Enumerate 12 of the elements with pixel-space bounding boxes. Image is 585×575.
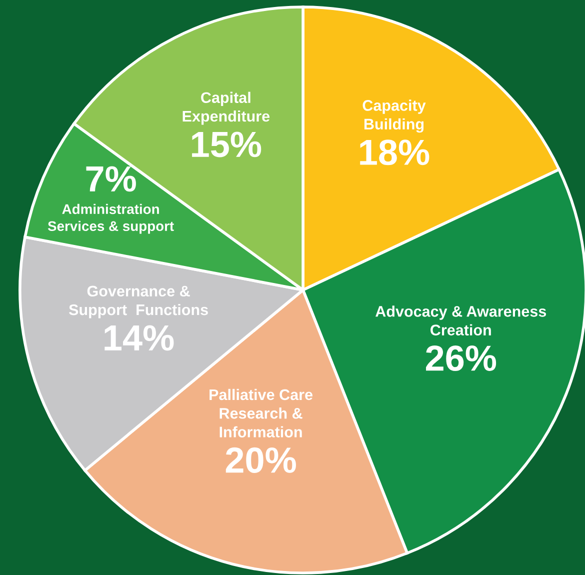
slice-label: Administration Services & support [48, 204, 174, 234]
data-label: 15% [192, 132, 262, 158]
data-label: 14% [104, 325, 174, 351]
data-label: 7% [86, 166, 136, 192]
slice-label: Capital Expenditure [182, 92, 270, 125]
slice-label: Palliative Care Research & Information [210, 388, 312, 438]
slice-label: Advocacy & Awareness Creation [375, 306, 546, 336]
slice-label: Governance & Support Functions [68, 286, 208, 318]
data-label: 26% [426, 345, 496, 372]
data-label: 18% [360, 140, 430, 166]
data-label: 20% [226, 447, 296, 473]
slice-label: Capacity Building [362, 100, 426, 133]
